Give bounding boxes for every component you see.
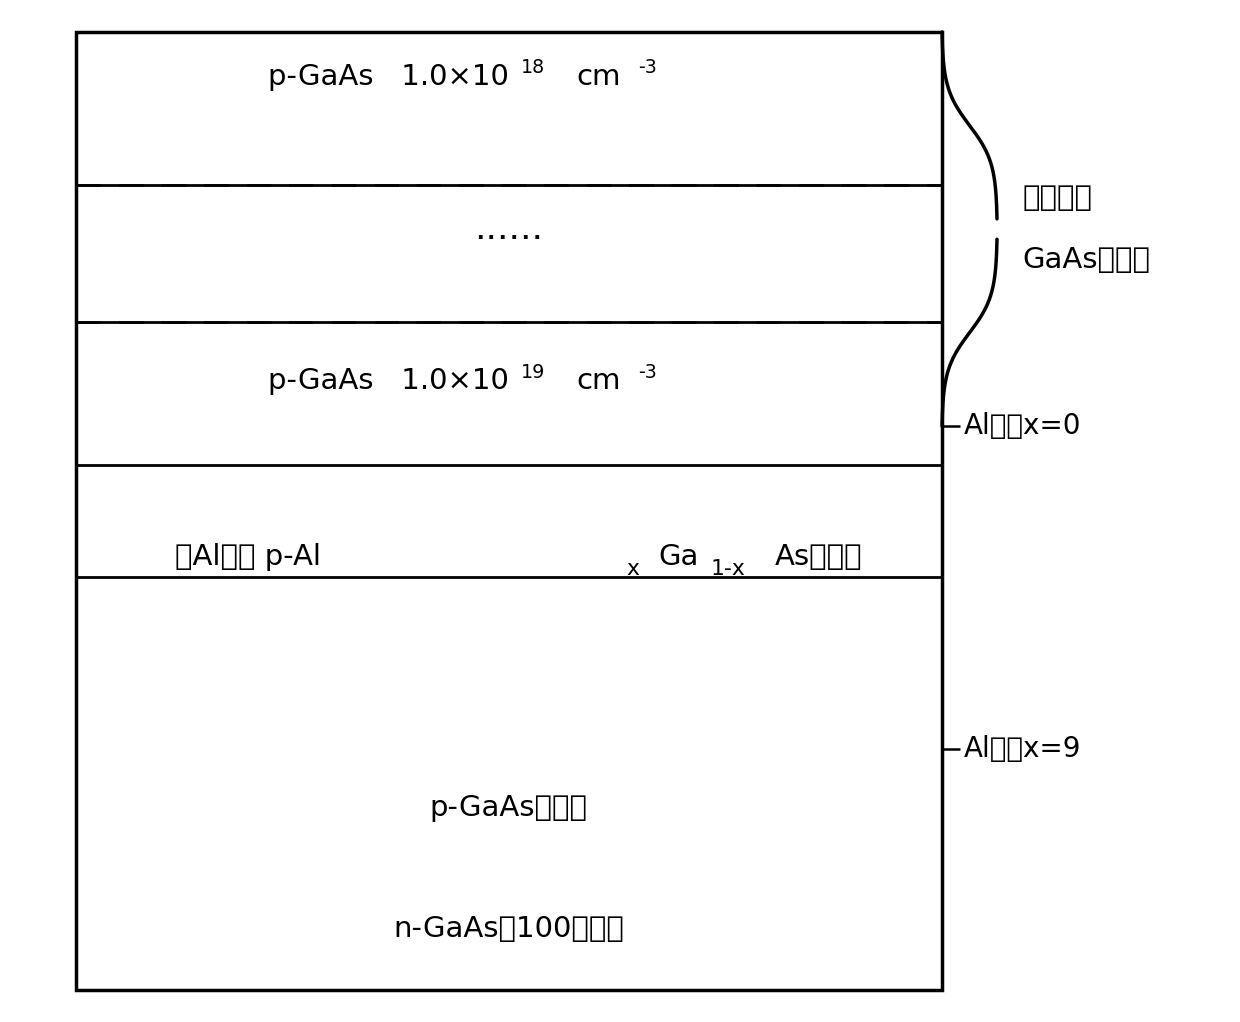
Text: cm: cm bbox=[577, 367, 621, 396]
Text: 1-x: 1-x bbox=[711, 559, 745, 579]
Text: p-GaAs   1.0×10: p-GaAs 1.0×10 bbox=[268, 367, 508, 396]
Text: cm: cm bbox=[577, 63, 621, 91]
Text: GaAs发射层: GaAs发射层 bbox=[1022, 245, 1149, 274]
Text: As缓冲层: As缓冲层 bbox=[775, 543, 862, 570]
Text: 变Al组分 p-Al: 变Al组分 p-Al bbox=[175, 543, 321, 570]
Text: 指数掺杂: 指数掺杂 bbox=[1022, 185, 1092, 213]
Text: 18: 18 bbox=[521, 58, 546, 78]
Text: p-GaAs   1.0×10: p-GaAs 1.0×10 bbox=[268, 63, 508, 91]
Text: ......: ...... bbox=[474, 213, 543, 246]
Text: 19: 19 bbox=[521, 363, 546, 381]
Text: -3: -3 bbox=[639, 363, 657, 381]
Text: p-GaAs过渡层: p-GaAs过渡层 bbox=[429, 794, 588, 823]
Text: Al组分x=0: Al组分x=0 bbox=[963, 412, 1081, 440]
Text: n-GaAs（100）衬底: n-GaAs（100）衬底 bbox=[393, 915, 624, 943]
Text: Ga: Ga bbox=[658, 543, 698, 570]
Text: -3: -3 bbox=[639, 58, 657, 78]
Text: x: x bbox=[626, 559, 639, 579]
Text: Al组分x=9: Al组分x=9 bbox=[963, 735, 1081, 762]
